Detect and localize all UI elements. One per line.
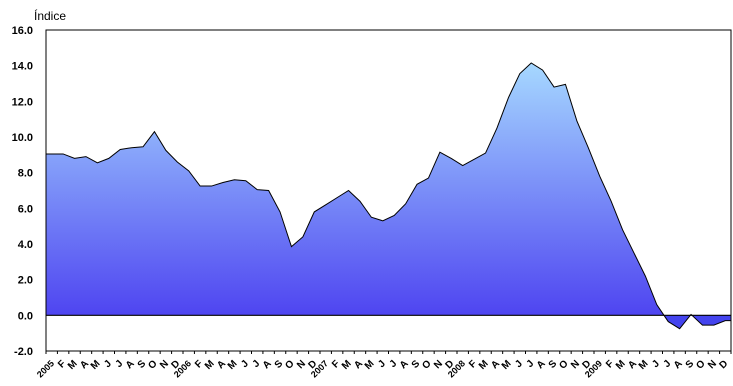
x-tick-label: M <box>614 358 628 372</box>
y-axis-label: Índice <box>34 8 66 23</box>
x-tick-label: O <box>557 358 570 371</box>
x-tick-label: M <box>89 358 103 372</box>
x-tick-label: N <box>158 358 171 371</box>
x-tick-label: A <box>535 358 548 371</box>
x-tick-label: J <box>513 358 525 370</box>
x-tick-label: N <box>706 358 719 371</box>
x-tick-label: M <box>226 358 240 372</box>
y-tick-label: 2.0 <box>18 275 33 287</box>
x-tick-label: 2005 <box>35 358 56 379</box>
x-tick-label: M <box>637 358 651 372</box>
x-tick-label: M <box>477 358 491 372</box>
x-tick-label: O <box>283 358 296 371</box>
y-tick-label: -2.0 <box>14 346 33 358</box>
x-tick-label: M <box>340 358 354 372</box>
x-tick-label: J <box>376 358 388 370</box>
x-tick-label: J <box>239 358 251 370</box>
x-tick-label: N <box>432 358 445 371</box>
x-tick-label: J <box>650 358 662 370</box>
y-tick-label: 12.0 <box>12 96 33 108</box>
x-tick-label: A <box>398 358 411 371</box>
x-tick-label: A <box>672 358 685 371</box>
x-tick-label: J <box>662 358 674 370</box>
x-tick-label: J <box>388 358 400 370</box>
x-tick-label: M <box>500 358 514 372</box>
y-tick-label: 14.0 <box>12 61 33 73</box>
y-tick-label: 8.0 <box>18 168 33 180</box>
x-tick-label: J <box>525 358 537 370</box>
x-tick-label: O <box>146 358 159 371</box>
x-axis-ticks <box>45 351 732 354</box>
x-tick-label: A <box>261 358 274 371</box>
x-tick-label: N <box>295 358 308 371</box>
x-tick-label: M <box>203 358 217 372</box>
positive-area <box>46 62 731 316</box>
x-tick-label: O <box>694 358 707 371</box>
x-tick-label: J <box>251 358 263 370</box>
y-tick-label: 10.0 <box>12 132 33 144</box>
y-tick-label: 4.0 <box>18 239 33 251</box>
negative-area <box>664 315 731 329</box>
x-tick-label: D <box>718 358 731 371</box>
y-tick-label: 16.0 <box>12 25 33 37</box>
x-tick-label: M <box>363 358 377 372</box>
x-tick-label: O <box>420 358 433 371</box>
x-tick-label: A <box>124 358 137 371</box>
y-axis-ticks: -2.0 0.0 2.0 4.0 6.0 8.0 10.0 12.0 14.0 16.0 <box>12 25 33 358</box>
y-tick-label: 6.0 <box>18 203 33 215</box>
x-tick-label: J <box>102 358 114 370</box>
x-tick-label: J <box>114 358 126 370</box>
x-tick-label: M <box>66 358 80 372</box>
y-tick-label: 0.0 <box>18 310 33 322</box>
x-tick-label: N <box>569 358 582 371</box>
series-line <box>45 62 732 330</box>
